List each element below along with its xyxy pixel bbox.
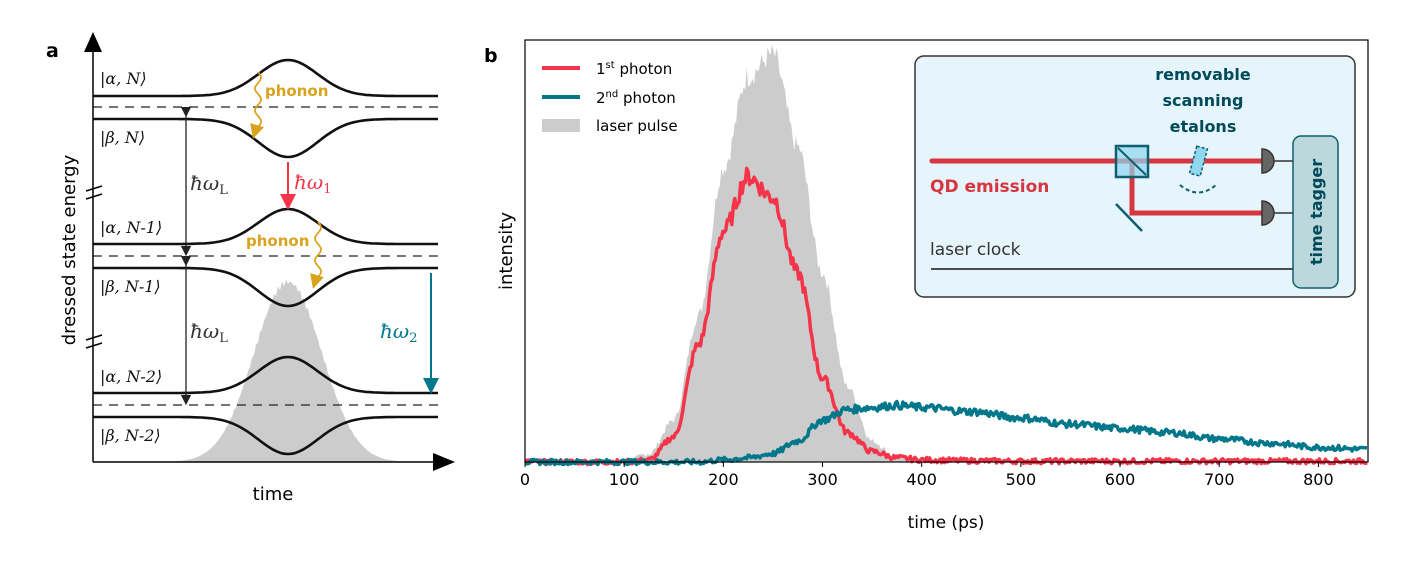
dashed-lines	[93, 106, 440, 406]
reflected-beam	[1129, 161, 1262, 216]
laser-energy-label: ħωL	[190, 171, 228, 198]
mirror-icon	[1115, 203, 1143, 232]
x-tick-label: 400	[906, 470, 937, 489]
panel-a-label: a	[46, 40, 59, 62]
energy-level-curve	[93, 117, 438, 159]
plot-area	[524, 44, 1368, 467]
series-laser-pulse-area	[525, 44, 1368, 462]
x-ticks: 0 100 200 300 400 500 600 700 800	[520, 462, 1334, 489]
energy-level-curve	[93, 207, 438, 246]
detector-icon	[1261, 200, 1275, 226]
legend-label-photon1: 1st photon	[596, 60, 672, 78]
etalon-label: removable	[1155, 65, 1251, 84]
etalon-icon	[1188, 145, 1209, 177]
state-label: |α, N⟩	[100, 69, 147, 88]
x-tick-label: 0	[520, 470, 530, 489]
energy-levels	[93, 58, 438, 456]
etalon-label: scanning	[1163, 91, 1244, 110]
photon2-label: ħω2	[380, 319, 417, 346]
x-tick-label: 700	[1204, 470, 1235, 489]
laser-energy-label: ħωL	[190, 319, 228, 346]
legend-label-laser: laser pulse	[596, 117, 678, 135]
phonon-wavy-arrow-icon	[250, 71, 264, 139]
axes-frame	[524, 39, 1369, 463]
energy-level-curve	[93, 266, 438, 308]
legend-label-photon2: 2nd photon	[596, 89, 676, 107]
state-label: |α, N-1⟩	[100, 218, 162, 237]
phonon-label: phonon	[246, 232, 309, 250]
phonon-label: phonon	[265, 82, 328, 100]
etalon-label: etalons	[1170, 117, 1237, 136]
phonon-wavy-arrow-icon	[310, 221, 324, 289]
emission-label: QD emission	[930, 177, 1049, 197]
y-axis-label: intensity	[496, 212, 517, 290]
time-tagger-box	[1292, 135, 1339, 289]
laser-pulse-area	[150, 279, 430, 462]
state-label: |β, N-2⟩	[100, 426, 161, 445]
y-axis-label: dressed state energy	[59, 154, 80, 345]
clock-label: laser clock	[930, 240, 1021, 260]
axis-break-icon	[85, 185, 103, 349]
x-tick-label: 300	[807, 470, 838, 489]
energy-level-curve	[93, 415, 438, 456]
x-axis-arrow-icon	[433, 453, 455, 471]
panel-b-label: b	[484, 45, 498, 67]
legend: 1st photon 2nd photon laser pulse	[542, 60, 678, 135]
x-tick-label: 600	[1105, 470, 1136, 489]
energy-level-curve	[93, 355, 438, 395]
x-tick-label: 200	[708, 470, 739, 489]
x-axis-label: time (ps)	[908, 513, 985, 533]
panel-a: a dressed state energy time |α, N⟩ |β, N…	[46, 32, 455, 505]
series-line-photon1	[524, 166, 1368, 467]
detector-icon	[1261, 148, 1275, 174]
legend-swatch-laser	[542, 119, 580, 132]
state-label: |α, N-2⟩	[100, 367, 162, 386]
state-label: |β, N-1⟩	[100, 277, 161, 296]
x-tick-label: 800	[1303, 470, 1334, 489]
energy-level-curve	[93, 58, 438, 98]
x-tick-label: 100	[609, 470, 640, 489]
x-axis-label: time	[253, 484, 294, 505]
time-tagger-label: time tagger	[1307, 159, 1326, 265]
x-tick-label: 500	[1006, 470, 1037, 489]
state-label: |β, N⟩	[100, 128, 145, 147]
rotate-arrow-icon	[1179, 184, 1217, 194]
y-axis-arrow-icon	[84, 32, 102, 52]
photon1-label: ħω1	[294, 170, 331, 197]
setup-inset: removable scanning etalons time tagger Q…	[914, 55, 1356, 298]
panel-b: b 0 100 200 300 400 500 600 700 800 time (ps) in…	[484, 39, 1369, 533]
series-line-photon2	[524, 399, 1368, 467]
